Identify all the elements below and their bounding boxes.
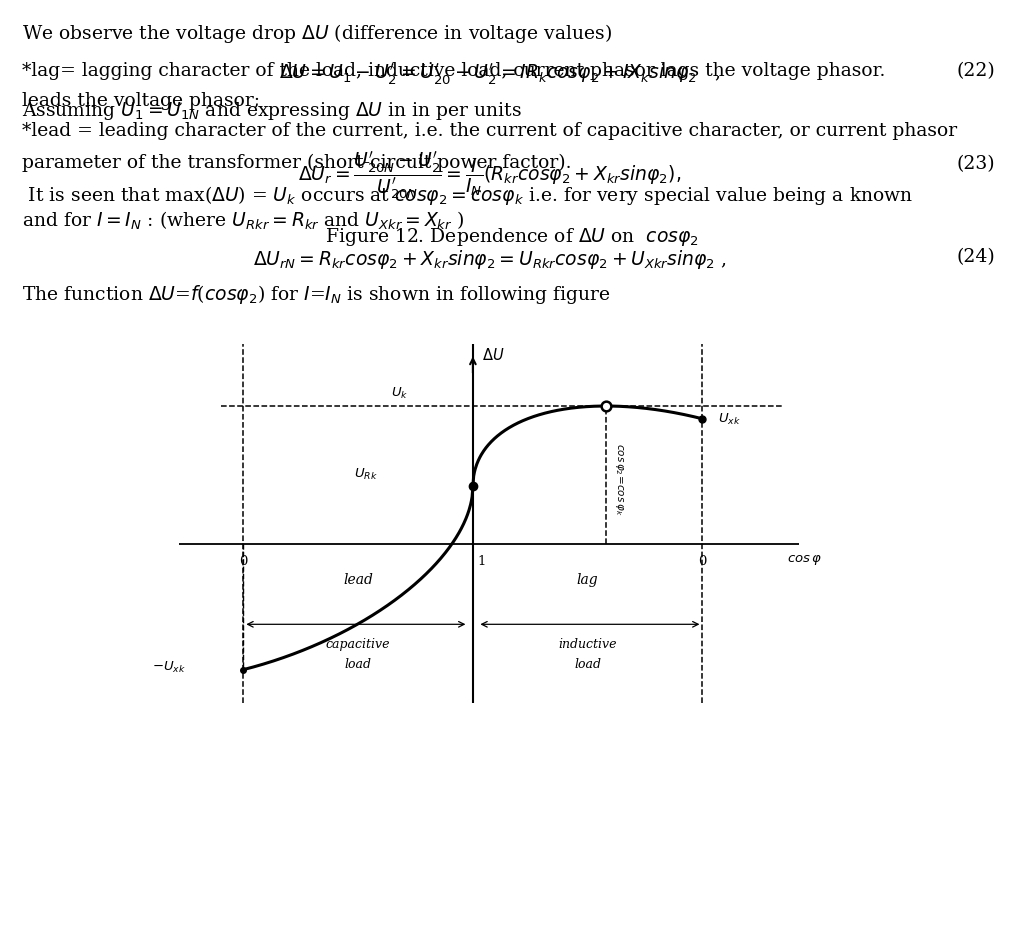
Text: $U_k$: $U_k$ [391,386,409,401]
Text: $cos\,\varphi_2\!=\!cos\,\varphi_k$: $cos\,\varphi_2\!=\!cos\,\varphi_k$ [613,442,625,514]
Text: leads the voltage phasor;: leads the voltage phasor; [22,92,260,110]
Text: inductive: inductive [558,637,616,650]
Text: $U_{xk}$: $U_{xk}$ [719,412,741,427]
Text: (24): (24) [956,247,995,265]
Text: It is seen that max($\Delta U$) = $U_k$ occurs at $\mathit{cos}\varphi_2 = \math: It is seen that max($\Delta U$) = $U_k$ … [22,184,913,207]
Text: $\Delta U_r = \dfrac{U_{20N}' - U_2'}{U_{20N}'} = \dfrac{I}{I_N}(R_{kr}\mathit{c: $\Delta U_r = \dfrac{U_{20N}' - U_2'}{U_… [298,150,682,202]
Text: Figure 12. Dependence of $\Delta U$ on  $\mathit{cos}\varphi_2$: Figure 12. Dependence of $\Delta U$ on $… [325,226,699,247]
Text: load: load [574,658,601,671]
Text: lead: lead [343,572,373,586]
Text: *lag= lagging character of the load, inductive load, current phasor lags the vol: *lag= lagging character of the load, ind… [22,62,886,80]
Text: *lead = leading character of the current, i.e. the current of capacitive charact: *lead = leading character of the current… [22,122,957,140]
Text: $\Delta U$: $\Delta U$ [482,346,505,362]
Text: We observe the voltage drop $\Delta U$ (difference in voltage values): We observe the voltage drop $\Delta U$ (… [22,22,612,45]
Text: Assuming $U_1 = U_{1N}$ and expressing $\Delta U$ in in per units: Assuming $U_1 = U_{1N}$ and expressing $… [22,100,522,122]
Text: $cos\,\varphi$: $cos\,\varphi$ [787,553,822,567]
Text: 0: 0 [698,554,707,567]
Text: $\Delta U = U_1 - U_2' = U_{20}' - U_2' = IR_k\mathit{cos}\varphi_2 + IX_k\mathi: $\Delta U = U_1 - U_2' = U_{20}' - U_2' … [280,62,721,88]
Text: (23): (23) [956,155,995,173]
Text: and for $I = I_N$ : (where $U_{Rkr} = R_{kr}$ and $U_{Xkr} = X_{kr}$ ): and for $I = I_N$ : (where $U_{Rkr} = R_… [22,210,464,232]
Text: 0: 0 [240,554,248,567]
Text: The function $\Delta U$=$f$($\mathit{cos}\varphi_2$) for $I$=$I_N$ is shown in f: The function $\Delta U$=$f$($\mathit{cos… [22,282,611,306]
Text: (22): (22) [956,62,995,80]
Text: $U_{Rk}$: $U_{Rk}$ [353,466,378,481]
Text: lag: lag [577,572,598,586]
Text: 1: 1 [477,554,485,567]
Text: parameter of the transformer (short-circuit power factor).: parameter of the transformer (short-circ… [22,154,571,172]
Text: capacitive: capacitive [326,637,390,650]
Text: $-U_{xk}$: $-U_{xk}$ [153,660,186,675]
Text: $\Delta U_{rN} = R_{kr}\mathit{cos}\varphi_2 + X_{kr}\mathit{sin}\varphi_2 = U_{: $\Delta U_{rN} = R_{kr}\mathit{cos}\varp… [253,247,727,271]
Text: load: load [345,658,372,671]
